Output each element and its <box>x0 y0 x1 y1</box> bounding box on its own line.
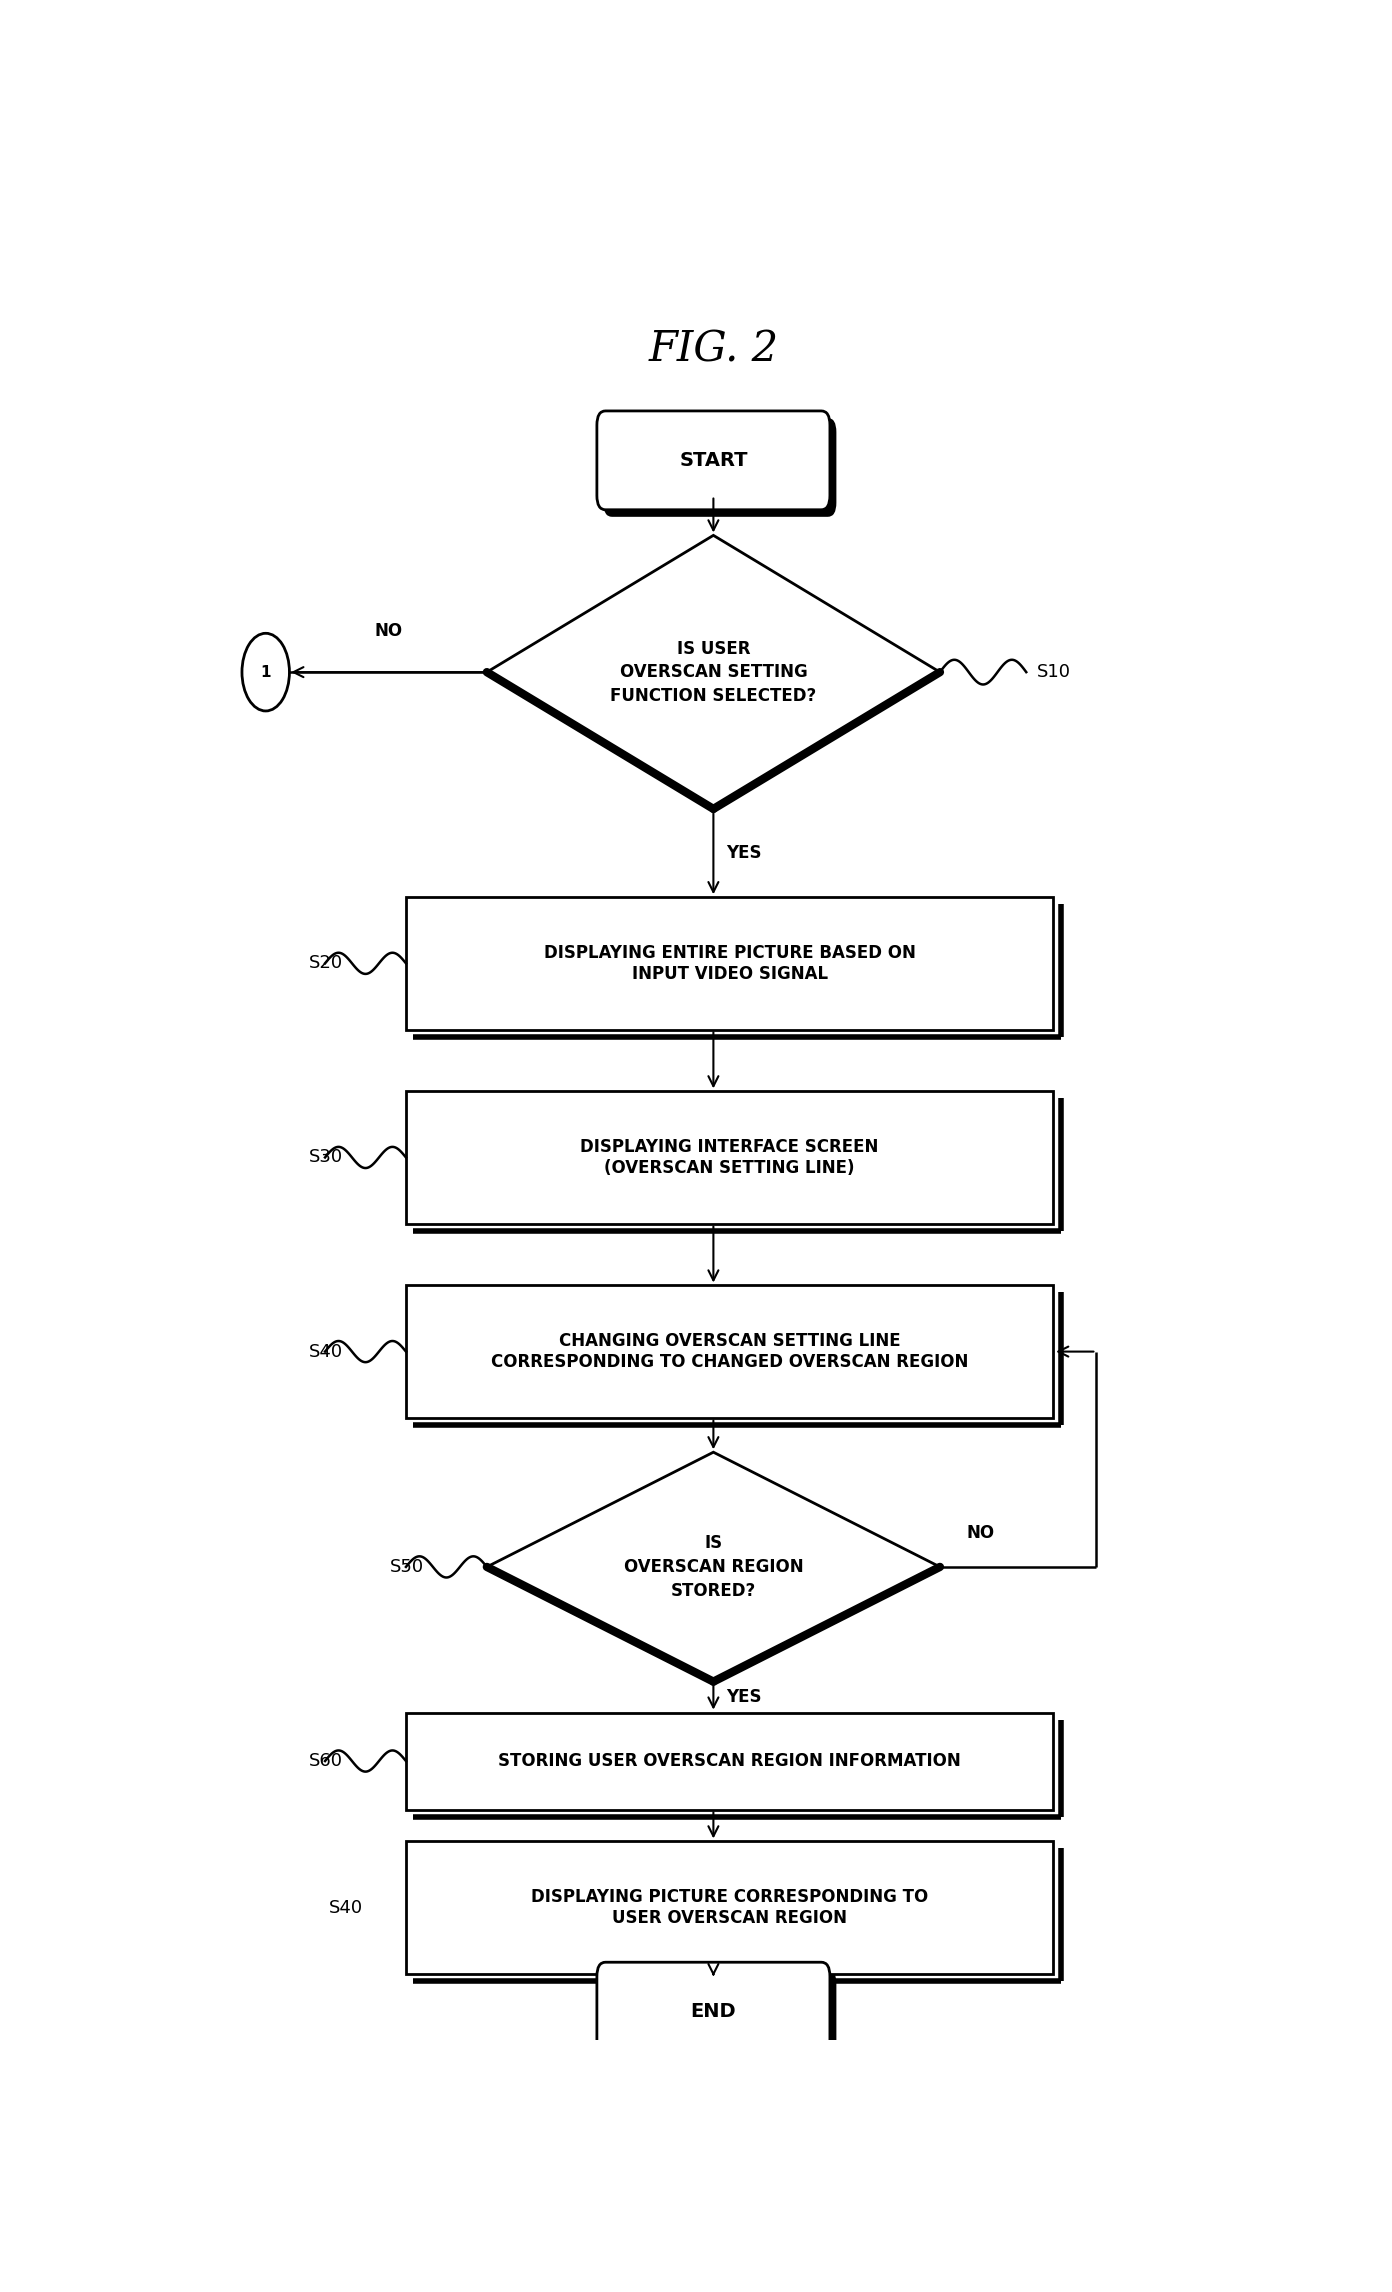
Polygon shape <box>406 1840 1054 1973</box>
Text: S40: S40 <box>309 1343 342 1361</box>
Text: FIG. 2: FIG. 2 <box>649 328 778 371</box>
FancyBboxPatch shape <box>603 417 837 516</box>
Text: END: END <box>690 2003 736 2022</box>
Text: S30: S30 <box>309 1148 342 1167</box>
FancyBboxPatch shape <box>597 410 830 509</box>
Polygon shape <box>406 896 1054 1029</box>
Polygon shape <box>406 1286 1054 1419</box>
Text: NO: NO <box>967 1524 995 1543</box>
Text: DISPLAYING ENTIRE PICTURE BASED ON
INPUT VIDEO SIGNAL: DISPLAYING ENTIRE PICTURE BASED ON INPUT… <box>544 944 916 983</box>
Text: S50: S50 <box>390 1559 425 1577</box>
Polygon shape <box>406 1091 1054 1224</box>
Text: NO: NO <box>374 623 402 639</box>
Text: DISPLAYING INTERFACE SCREEN
(OVERSCAN SETTING LINE): DISPLAYING INTERFACE SCREEN (OVERSCAN SE… <box>580 1139 878 1176</box>
Text: YES: YES <box>727 843 761 862</box>
Text: IS
OVERSCAN REGION
STORED?: IS OVERSCAN REGION STORED? <box>624 1533 803 1600</box>
Text: STORING USER OVERSCAN REGION INFORMATION: STORING USER OVERSCAN REGION INFORMATION <box>498 1751 960 1769</box>
FancyBboxPatch shape <box>603 1969 837 2067</box>
Polygon shape <box>406 1712 1054 1811</box>
Polygon shape <box>487 536 940 809</box>
Text: S40: S40 <box>329 1898 363 1916</box>
Text: S60: S60 <box>309 1751 342 1769</box>
Text: 1: 1 <box>260 665 271 681</box>
Circle shape <box>242 633 290 711</box>
Text: DISPLAYING PICTURE CORRESPONDING TO
USER OVERSCAN REGION: DISPLAYING PICTURE CORRESPONDING TO USER… <box>530 1889 928 1928</box>
Polygon shape <box>487 1453 940 1682</box>
Text: S10: S10 <box>1037 662 1070 681</box>
Text: IS USER
OVERSCAN SETTING
FUNCTION SELECTED?: IS USER OVERSCAN SETTING FUNCTION SELECT… <box>610 639 817 704</box>
Text: START: START <box>679 452 748 470</box>
FancyBboxPatch shape <box>597 1962 830 2061</box>
Text: YES: YES <box>727 1689 761 1705</box>
Text: S20: S20 <box>309 953 342 972</box>
Text: CHANGING OVERSCAN SETTING LINE
CORRESPONDING TO CHANGED OVERSCAN REGION: CHANGING OVERSCAN SETTING LINE CORRESPON… <box>491 1332 969 1371</box>
